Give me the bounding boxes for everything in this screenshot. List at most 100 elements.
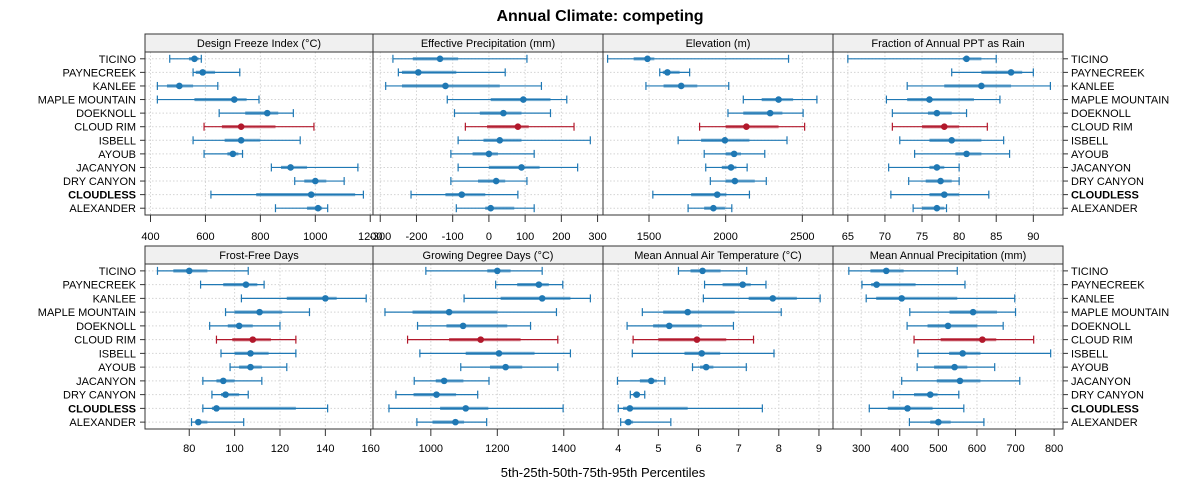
site-mark-kanlee	[156, 81, 219, 90]
panel-5: Growing Degree Days (°C) 1000 1200 1400	[372, 245, 604, 455]
site-label-right: CLOUD RIM	[1071, 335, 1133, 347]
median-point	[743, 123, 750, 131]
median-point	[263, 109, 271, 117]
median-point	[199, 69, 206, 76]
site-mark-dry-canyon	[629, 390, 646, 399]
site-label-right: DOEKNOLL	[1071, 108, 1131, 120]
x-tick-label: 1000	[303, 231, 327, 243]
site-mark-ayoub	[916, 363, 996, 372]
median-point	[956, 377, 964, 385]
site-label-right: DOEKNOLL	[1071, 321, 1131, 333]
x-tick-label: 5	[655, 443, 661, 455]
site-mark-paynecreek	[192, 68, 241, 77]
panel-1: Effective Precipitation (mm) -300 -200 -100…	[369, 33, 607, 243]
site-mark-paynecreek	[397, 68, 506, 77]
site-mark-cloud-rim	[464, 122, 575, 131]
site-mark-kanlee	[865, 294, 1016, 303]
site-label-right: CLOUD RIM	[1071, 122, 1133, 134]
median-point	[644, 55, 651, 63]
site-mark-cloudless	[202, 404, 329, 413]
x-tick-label: 400	[141, 231, 159, 243]
site-mark-kanlee	[463, 294, 591, 303]
site-mark-alexander	[912, 204, 948, 213]
x-tick-label: 800	[1045, 443, 1063, 455]
site-label-left: DOEKNOLL	[76, 321, 136, 333]
median-point	[969, 308, 977, 316]
site-mark-ayoub	[691, 363, 747, 372]
site-mark-dry-canyon	[450, 177, 528, 186]
site-mark-kanlee	[702, 294, 821, 303]
median-point	[677, 82, 685, 90]
median-point	[959, 350, 966, 357]
site-label-right: AYOUB	[1071, 362, 1109, 374]
site-mark-cloud-rim	[698, 122, 806, 131]
site-mark-ayoub	[229, 363, 288, 372]
site-mark-kanlee	[906, 81, 1051, 90]
median-point	[496, 136, 504, 144]
median-point	[219, 377, 227, 385]
site-label-left: DRY CANYON	[63, 176, 136, 188]
x-tick-label: 2500	[790, 231, 814, 243]
site-mark-kanlee	[645, 81, 730, 90]
median-point	[237, 136, 245, 144]
site-mark-doeknoll	[727, 109, 804, 118]
panel-0: Design Freeze Index (°C) 400 600 800 1000 120…	[141, 33, 382, 243]
median-point	[191, 55, 198, 63]
chart-title: Annual Climate: competing	[496, 8, 703, 25]
median-point	[693, 336, 701, 343]
site-mark-alexander	[687, 204, 733, 213]
x-tick-label: 8	[776, 443, 782, 455]
site-mark-cloudless	[652, 190, 751, 199]
median-point	[882, 267, 890, 275]
site-mark-doeknoll	[416, 321, 532, 330]
median-point	[535, 281, 543, 288]
site-mark-isbell	[677, 136, 788, 145]
median-point	[664, 69, 671, 76]
median-point	[698, 350, 706, 357]
site-mark-cloud-rim	[632, 335, 755, 344]
site-mark-jacanyon	[457, 163, 579, 172]
site-label-left: TICINO	[99, 266, 137, 278]
site-mark-alexander	[455, 204, 535, 213]
site-label-right: PAYNECREEK	[1071, 67, 1145, 79]
x-tick-label: 400	[891, 443, 909, 455]
median-point	[440, 377, 448, 385]
panel-plot-area	[145, 52, 373, 215]
x-tick-label: 0	[486, 231, 492, 243]
panel-plot-area	[603, 264, 833, 429]
median-point	[940, 123, 948, 131]
site-mark-cloud-rim	[913, 335, 1035, 344]
median-point	[898, 295, 905, 302]
median-point	[944, 322, 952, 330]
panel-plot-area	[373, 264, 603, 429]
site-mark-dry-canyon	[908, 177, 960, 186]
median-point	[873, 281, 880, 288]
median-point	[459, 322, 467, 330]
x-tick-label: 80	[953, 231, 965, 243]
panel-6: Mean Annual Air Temperature (°C) 4 5 6 7 8 9	[602, 245, 834, 455]
site-mark-jacanyon	[888, 163, 960, 172]
site-mark-maple-mountain	[384, 308, 558, 317]
median-point	[514, 123, 522, 131]
site-label-right: KANLEE	[1071, 81, 1114, 93]
site-mark-kanlee	[385, 81, 543, 90]
site-mark-isbell	[457, 136, 591, 145]
x-tick-label: 90	[1027, 231, 1039, 243]
x-tick-label: 75	[916, 231, 928, 243]
site-mark-dry-canyon	[294, 177, 345, 186]
site-label-left: JACANYON	[76, 162, 136, 174]
median-point	[433, 391, 440, 398]
median-point	[948, 136, 956, 144]
site-label-right: JACANYON	[1071, 376, 1131, 388]
site-mark-paynecreek	[951, 68, 1034, 77]
median-point	[500, 109, 507, 117]
median-point	[1007, 69, 1015, 76]
median-point	[933, 164, 941, 171]
site-mark-isbell	[631, 349, 775, 358]
site-mark-ayoub	[914, 149, 1011, 158]
x-tick-label: 7	[736, 443, 742, 455]
median-point	[538, 295, 546, 302]
panel-2: Elevation (m) 1500 2000 2500	[602, 33, 834, 243]
site-mark-isbell	[917, 349, 1052, 358]
